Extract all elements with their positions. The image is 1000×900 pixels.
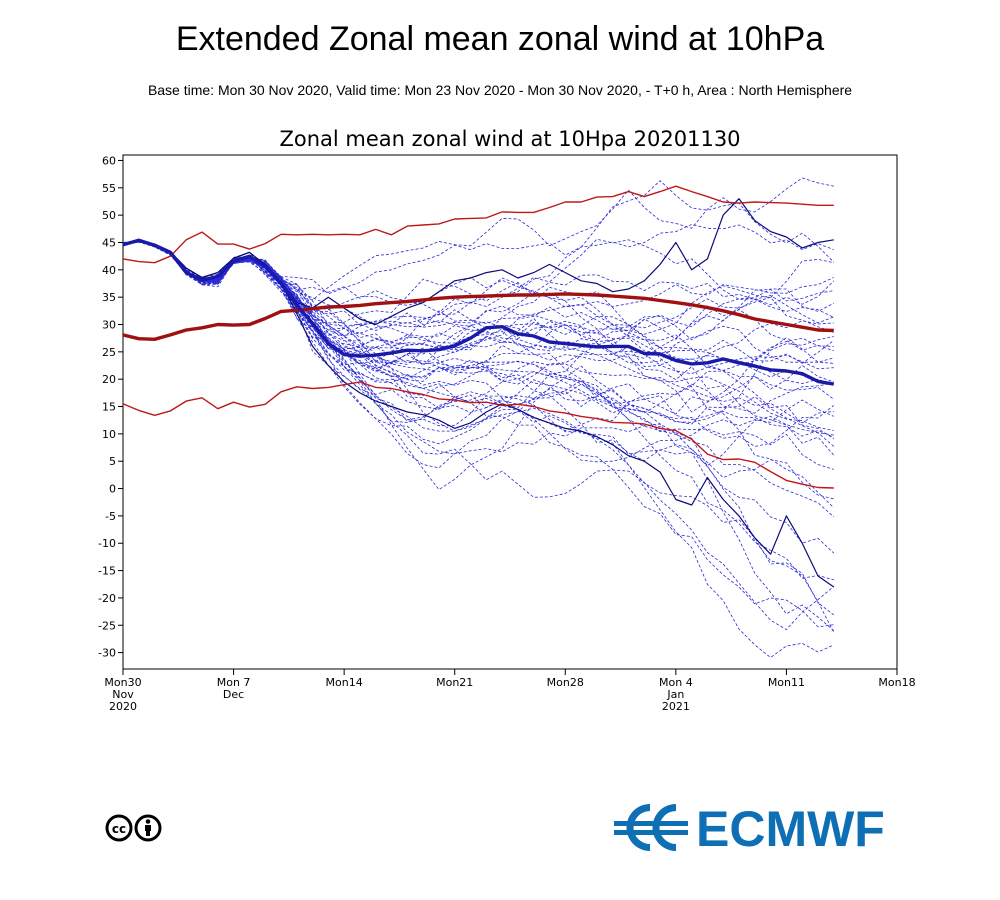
- y-axis: 605550454035302520151050-5-10-15-20-25-3…: [98, 154, 123, 660]
- y-tick-label: -15: [98, 565, 116, 578]
- svg-text:cc: cc: [112, 822, 126, 836]
- ensemble-series-line-7: [123, 240, 835, 616]
- ensemble-series-line-6: [123, 239, 834, 445]
- x-tick-label: Mon11: [768, 676, 805, 689]
- ecmwf-logo: ECMWF: [614, 801, 885, 855]
- ensemble-series-line-32: [123, 240, 835, 440]
- ensemble-series-line-25: [123, 240, 835, 518]
- ensemble-series-line-9: [123, 240, 834, 581]
- y-tick-label: 30: [102, 319, 116, 332]
- y-tick-label: 15: [102, 401, 116, 414]
- y-tick-label: -10: [98, 537, 116, 550]
- ensemble-series-line-10: [123, 241, 834, 431]
- ensemble-series-line-38: [123, 177, 834, 301]
- x-tick-label: Mon14: [326, 676, 363, 689]
- series-layer: [123, 177, 835, 658]
- ensemble-series-line-30: [123, 240, 834, 658]
- x-tick-label: Mon30: [104, 676, 141, 689]
- y-tick-label: -25: [98, 619, 116, 632]
- y-tick-label: 45: [102, 236, 116, 249]
- y-tick-label: -20: [98, 592, 116, 605]
- y-tick-label: 50: [102, 209, 116, 222]
- chart-title: Zonal mean zonal wind at 10Hpa 20201130: [279, 127, 740, 151]
- y-tick-label: -30: [98, 647, 116, 660]
- x-tick-label: 2021: [662, 700, 690, 713]
- y-tick-label: 0: [109, 483, 116, 496]
- y-tick-label: 20: [102, 373, 116, 386]
- climate-series-line-0: [123, 185, 834, 264]
- ensemble-series-line-5: [123, 198, 834, 326]
- ecmwf-wordmark: ECMWF: [696, 801, 885, 855]
- x-tick-label: Mon28: [547, 676, 584, 689]
- ensemble-series-line-40: [123, 240, 835, 554]
- x-tick-label: 2020: [109, 700, 137, 713]
- y-tick-label: 60: [102, 154, 116, 167]
- creative-commons-badge: cc: [105, 814, 162, 842]
- y-tick-label: 5: [109, 455, 116, 468]
- ecmwf-symbol-icon: [614, 804, 688, 851]
- x-tick-label: Dec: [223, 688, 244, 701]
- x-tick-label: Jan: [666, 688, 684, 701]
- ensemble-series-line-22: [123, 240, 834, 350]
- page-subtitle: Base time: Mon 30 Nov 2020, Valid time: …: [147, 82, 853, 98]
- cc-icon: cc: [105, 814, 133, 842]
- ensemble-series-line-34: [123, 240, 834, 414]
- y-tick-label: 10: [102, 428, 116, 441]
- ensemble-series-line-46: [123, 239, 835, 447]
- x-tick-label: Mon21: [436, 676, 473, 689]
- climate-mean-series-line-2: [123, 292, 834, 341]
- y-tick-label: 55: [102, 182, 116, 195]
- x-tick-label: Mon18: [878, 676, 915, 689]
- y-tick-label: -5: [105, 510, 116, 523]
- plot-area: [122, 154, 898, 670]
- x-tick-label: Mon 7: [217, 676, 251, 689]
- zonal-wind-chart: Zonal mean zonal wind at 10Hpa 20201130 …: [98, 127, 916, 713]
- y-tick-label: 25: [102, 346, 116, 359]
- attribution-person-icon: [134, 814, 162, 842]
- page-title: Extended Zonal mean zonal wind at 10hPa: [175, 20, 825, 58]
- x-tick-label: Mon 4: [659, 676, 693, 689]
- y-tick-label: 35: [102, 291, 116, 304]
- ensemble-mean-series-line-3: [123, 238, 835, 386]
- x-tick-label: Nov: [112, 688, 134, 701]
- ensemble-series-line-43: [123, 240, 834, 467]
- ensemble-series-line-17: [123, 241, 834, 415]
- climate-series-line-1: [123, 381, 834, 489]
- y-tick-label: 40: [102, 264, 116, 277]
